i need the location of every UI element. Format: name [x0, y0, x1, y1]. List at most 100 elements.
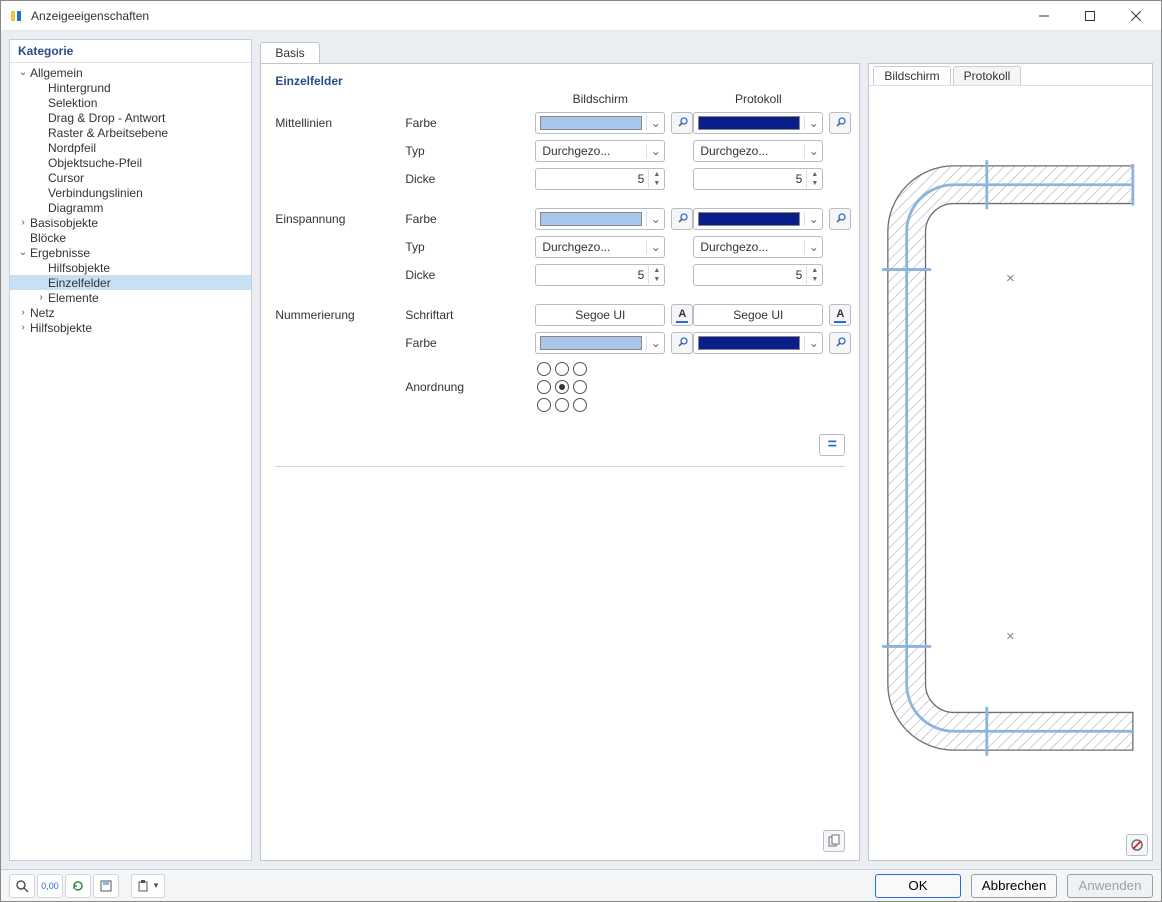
preview-tab-protocol[interactable]: Protokoll: [953, 66, 1022, 85]
group-label: Einspannung: [275, 212, 399, 226]
row-label: Dicke: [405, 172, 529, 186]
maximize-button[interactable]: [1067, 1, 1113, 31]
thickness-spin[interactable]: 5▲▼: [535, 168, 665, 190]
preview-tabs: Bildschirm Protokoll: [869, 64, 1152, 86]
type-combo[interactable]: Durchgezo...⌄: [693, 236, 823, 258]
tree-item-label: Drag & Drop - Antwort: [48, 111, 165, 125]
chevron-right-icon[interactable]: ›: [16, 217, 30, 228]
chevron-right-icon[interactable]: ›: [16, 322, 30, 333]
eyedropper-icon[interactable]: [829, 208, 851, 230]
font-button[interactable]: Segoe UI: [693, 304, 823, 326]
color-combo[interactable]: ⌄: [535, 208, 665, 230]
tree-item[interactable]: Drag & Drop - Antwort: [10, 110, 251, 125]
tree-item[interactable]: Hintergrund: [10, 80, 251, 95]
thickness-spin[interactable]: 5▲▼: [535, 264, 665, 286]
arrangement-radio[interactable]: [555, 362, 569, 376]
units-icon[interactable]: 0,00: [37, 874, 63, 898]
arrangement-radio[interactable]: [537, 398, 551, 412]
chevron-down-icon[interactable]: ⌄: [16, 247, 30, 258]
refresh-icon[interactable]: [65, 874, 91, 898]
row-label: Schriftart: [405, 308, 529, 322]
ok-button[interactable]: OK: [875, 874, 961, 898]
tree-item[interactable]: Einzelfelder: [10, 275, 251, 290]
category-tree[interactable]: ⌄AllgemeinHintergrundSelektionDrag & Dro…: [10, 63, 251, 337]
tree-item[interactable]: Blöcke: [10, 230, 251, 245]
arrangement-radio[interactable]: [555, 398, 569, 412]
copy-properties-icon[interactable]: [823, 830, 845, 852]
arrangement-radio[interactable]: [573, 362, 587, 376]
tree-item-label: Hilfsobjekte: [30, 321, 92, 335]
tree-item[interactable]: Hilfsobjekte: [10, 260, 251, 275]
sync-columns-button[interactable]: =: [819, 434, 845, 456]
color-combo[interactable]: ⌄: [693, 332, 823, 354]
tree-item[interactable]: ›Netz: [10, 305, 251, 320]
search-icon[interactable]: [9, 874, 35, 898]
arrangement-radio[interactable]: [555, 380, 569, 394]
properties-grid: Bildschirm Protokoll MittellinienFarbe⌄⌄…: [275, 92, 845, 426]
tree-item[interactable]: Objektsuche-Pfeil: [10, 155, 251, 170]
tree-item[interactable]: Selektion: [10, 95, 251, 110]
tree-item[interactable]: ›Hilfsobjekte: [10, 320, 251, 335]
arrangement-radio[interactable]: [537, 380, 551, 394]
cancel-button[interactable]: Abbrechen: [971, 874, 1057, 898]
tree-item-label: Diagramm: [48, 201, 103, 215]
font-button[interactable]: Segoe UI: [535, 304, 665, 326]
content-row: Einzelfelder Bildschirm Protokoll Mittel…: [260, 63, 1153, 861]
column-header-protocol: Protokoll: [693, 92, 823, 106]
color-combo[interactable]: ⌄: [535, 112, 665, 134]
type-combo[interactable]: Durchgezo...⌄: [535, 236, 665, 258]
color-combo[interactable]: ⌄: [535, 332, 665, 354]
arrangement-radio[interactable]: [573, 398, 587, 412]
save-icon[interactable]: [93, 874, 119, 898]
window-title: Anzeigeeigenschaften: [31, 9, 1021, 23]
close-button[interactable]: [1113, 1, 1159, 31]
chevron-right-icon[interactable]: ›: [34, 292, 48, 303]
font-style-icon[interactable]: A: [829, 304, 851, 326]
color-combo[interactable]: ⌄: [693, 208, 823, 230]
color-combo[interactable]: ⌄: [693, 112, 823, 134]
reset-preview-icon[interactable]: [1126, 834, 1148, 856]
tree-item[interactable]: ⌄Allgemein: [10, 65, 251, 80]
body: Kategorie ⌄AllgemeinHintergrundSelektion…: [1, 31, 1161, 869]
clipboard-menu-icon[interactable]: ▼: [131, 874, 165, 898]
divider: [275, 466, 845, 467]
tree-item[interactable]: ›Elemente: [10, 290, 251, 305]
tree-item[interactable]: ⌄Ergebnisse: [10, 245, 251, 260]
apply-button[interactable]: Anwenden: [1067, 874, 1153, 898]
chevron-right-icon[interactable]: ›: [16, 307, 30, 318]
arrangement-radio-grid[interactable]: [535, 360, 665, 414]
tree-item[interactable]: Verbindungslinien: [10, 185, 251, 200]
eyedropper-icon[interactable]: [671, 112, 693, 134]
chevron-down-icon[interactable]: ⌄: [16, 67, 30, 78]
minimize-button[interactable]: [1021, 1, 1067, 31]
section-title: Einzelfelder: [275, 74, 845, 88]
tree-item[interactable]: Nordpfeil: [10, 140, 251, 155]
thickness-spin[interactable]: 5▲▼: [693, 168, 823, 190]
eyedropper-icon[interactable]: [671, 208, 693, 230]
row-label: Anordnung: [405, 380, 529, 394]
group-label: Nummerierung: [275, 308, 399, 322]
tree-item[interactable]: Cursor: [10, 170, 251, 185]
font-style-icon[interactable]: A: [671, 304, 693, 326]
tree-item-label: Objektsuche-Pfeil: [48, 156, 142, 170]
eyedropper-icon[interactable]: [829, 332, 851, 354]
preview-tab-screen[interactable]: Bildschirm: [873, 66, 950, 85]
tab-strip: Basis: [260, 39, 1153, 63]
eyedropper-icon[interactable]: [671, 332, 693, 354]
tree-item[interactable]: Raster & Arbeitsebene: [10, 125, 251, 140]
thickness-spin[interactable]: 5▲▼: [693, 264, 823, 286]
tree-item-label: Ergebnisse: [30, 246, 90, 260]
row-label: Typ: [405, 144, 529, 158]
tab-basis[interactable]: Basis: [260, 42, 319, 63]
tree-item-label: Elemente: [48, 291, 99, 305]
app-icon: [9, 8, 25, 24]
right-pane: Basis Einzelfelder Bildschirm Protokoll …: [260, 39, 1153, 861]
type-combo[interactable]: Durchgezo...⌄: [693, 140, 823, 162]
tree-item[interactable]: ›Basisobjekte: [10, 215, 251, 230]
tree-item[interactable]: Diagramm: [10, 200, 251, 215]
type-combo[interactable]: Durchgezo...⌄: [535, 140, 665, 162]
arrangement-radio[interactable]: [537, 362, 551, 376]
eyedropper-icon[interactable]: [829, 112, 851, 134]
tree-item-label: Verbindungslinien: [48, 186, 143, 200]
arrangement-radio[interactable]: [573, 380, 587, 394]
